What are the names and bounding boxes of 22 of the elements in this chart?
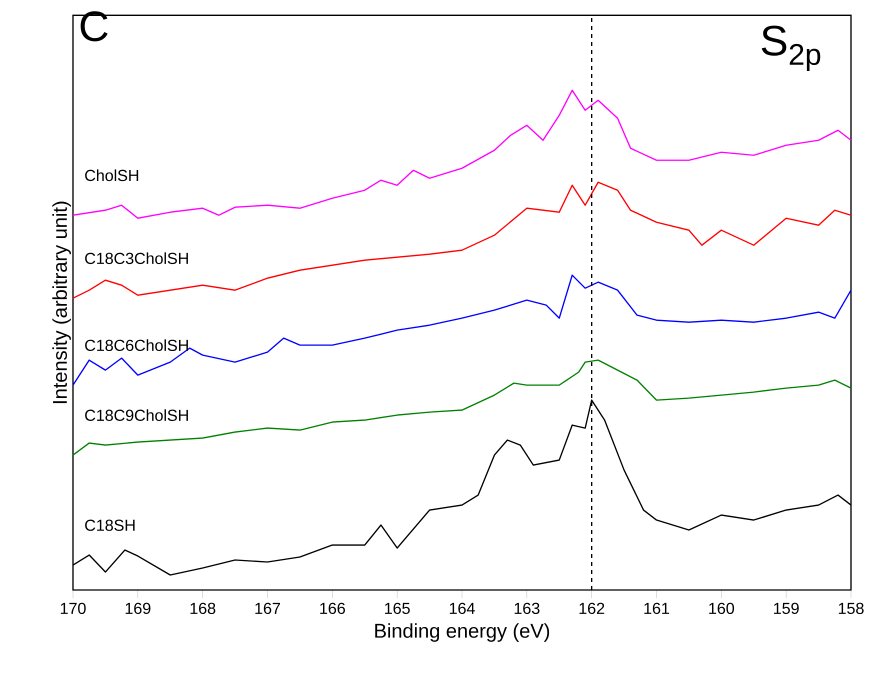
text: C (80, 11, 108, 42)
series-label: CholSH (85, 169, 138, 182)
series-label: C18C6CholSH (85, 339, 188, 352)
x-tick-label: 165 (385, 602, 410, 614)
x-tick-label: 170 (60, 602, 86, 614)
x-tick-label: 162 (580, 602, 604, 614)
x-tick-label: 169 (126, 602, 150, 614)
x-tick-label: 168 (190, 602, 216, 614)
series-label: C18C9CholSH (85, 409, 188, 421)
x-tick-label: 164 (450, 602, 475, 614)
series-label: C18C3CholSH (85, 252, 188, 264)
x-tick-label: 160 (709, 602, 734, 614)
x-tick-label: 158 (838, 602, 864, 614)
x-tick-label: 166 (320, 602, 345, 614)
x-axis-title: Binding energy (eV) (375, 623, 550, 642)
series-label: C18SH (85, 520, 135, 531)
x-tick-label: 167 (255, 602, 280, 614)
y-axis-title: Intensity (arbitrary unit) (52, 202, 71, 404)
x-tick-label: 161 (644, 602, 670, 614)
text: S$_{2p}$ (762, 26, 820, 71)
x-tick-label: 163 (514, 602, 540, 614)
x-tick-label: 159 (774, 602, 799, 614)
